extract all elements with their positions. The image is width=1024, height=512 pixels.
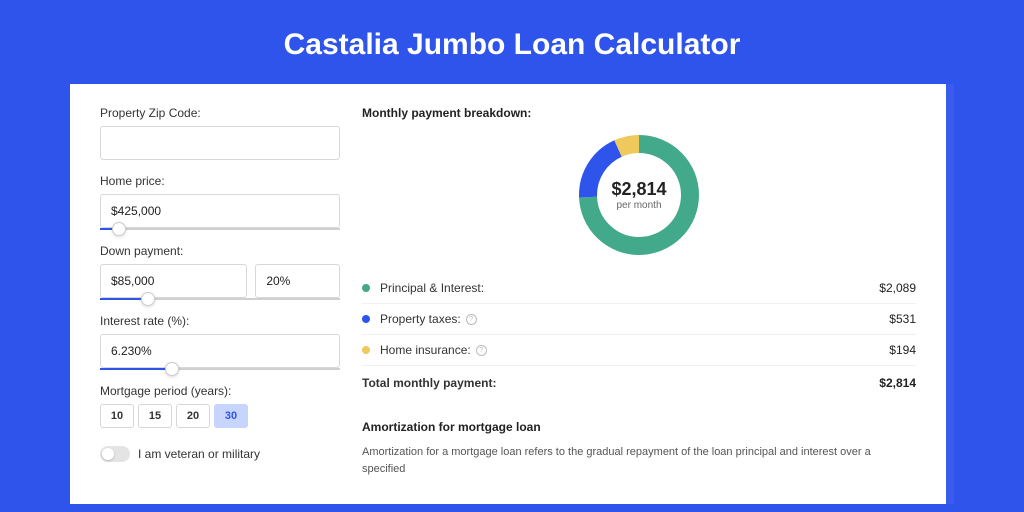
legend-row-1: Property taxes:?$531 <box>362 304 916 335</box>
zip-input[interactable] <box>100 126 340 160</box>
legend-row-2: Home insurance:?$194 <box>362 335 916 366</box>
breakdown-column: Monthly payment breakdown: $2,814 per mo… <box>362 106 916 504</box>
zip-label: Property Zip Code: <box>100 106 340 120</box>
legend-dot-1 <box>362 315 370 323</box>
rate-input[interactable] <box>100 334 340 368</box>
price-input[interactable] <box>100 194 340 228</box>
down-slider-thumb[interactable] <box>141 292 155 306</box>
legend-label-2: Home insurance:? <box>380 343 889 357</box>
rate-field: Interest rate (%): <box>100 314 340 370</box>
legend-label-0: Principal & Interest: <box>380 281 879 295</box>
legend-row-0: Principal & Interest:$2,089 <box>362 273 916 304</box>
total-label: Total monthly payment: <box>362 376 879 390</box>
info-icon[interactable]: ? <box>466 314 477 325</box>
price-field: Home price: <box>100 174 340 230</box>
payment-donut: $2,814 per month <box>579 135 699 255</box>
legend-dot-2 <box>362 346 370 354</box>
legend-dot-0 <box>362 284 370 292</box>
amortization-text: Amortization for a mortgage loan refers … <box>362 444 916 477</box>
period-field: Mortgage period (years): 10152030 <box>100 384 340 428</box>
donut-amount: $2,814 <box>611 179 666 200</box>
down-field: Down payment: <box>100 244 340 300</box>
period-btn-30[interactable]: 30 <box>214 404 248 428</box>
veteran-toggle[interactable] <box>100 446 130 462</box>
down-amount-input[interactable] <box>100 264 247 298</box>
card-shadow: Property Zip Code: Home price: Down paym… <box>70 84 954 504</box>
legend-value-0: $2,089 <box>879 281 916 295</box>
veteran-toggle-thumb <box>102 448 114 460</box>
form-column: Property Zip Code: Home price: Down paym… <box>100 106 340 504</box>
page-title: Castalia Jumbo Loan Calculator <box>0 0 1024 84</box>
breakdown-title: Monthly payment breakdown: <box>362 106 916 120</box>
down-label: Down payment: <box>100 244 340 258</box>
period-btn-15[interactable]: 15 <box>138 404 172 428</box>
donut-center: $2,814 per month <box>579 135 699 255</box>
legend-value-2: $194 <box>889 343 916 357</box>
rate-slider[interactable] <box>100 368 340 370</box>
veteran-label: I am veteran or military <box>138 447 260 461</box>
down-slider[interactable] <box>100 298 340 300</box>
donut-wrap: $2,814 per month <box>362 130 916 273</box>
period-btn-20[interactable]: 20 <box>176 404 210 428</box>
period-btn-10[interactable]: 10 <box>100 404 134 428</box>
down-percent-input[interactable] <box>255 264 340 298</box>
donut-sub: per month <box>616 200 661 211</box>
legend-label-1: Property taxes:? <box>380 312 889 326</box>
total-value: $2,814 <box>879 376 916 390</box>
amortization-title: Amortization for mortgage loan <box>362 420 916 434</box>
rate-slider-thumb[interactable] <box>165 362 179 376</box>
price-label: Home price: <box>100 174 340 188</box>
rate-label: Interest rate (%): <box>100 314 340 328</box>
price-slider[interactable] <box>100 228 340 230</box>
period-label: Mortgage period (years): <box>100 384 340 398</box>
zip-field: Property Zip Code: <box>100 106 340 160</box>
calculator-card: Property Zip Code: Home price: Down paym… <box>70 84 946 504</box>
veteran-row: I am veteran or military <box>100 446 340 462</box>
total-row: Total monthly payment: $2,814 <box>362 366 916 398</box>
legend-value-1: $531 <box>889 312 916 326</box>
info-icon[interactable]: ? <box>476 345 487 356</box>
price-slider-thumb[interactable] <box>112 222 126 236</box>
